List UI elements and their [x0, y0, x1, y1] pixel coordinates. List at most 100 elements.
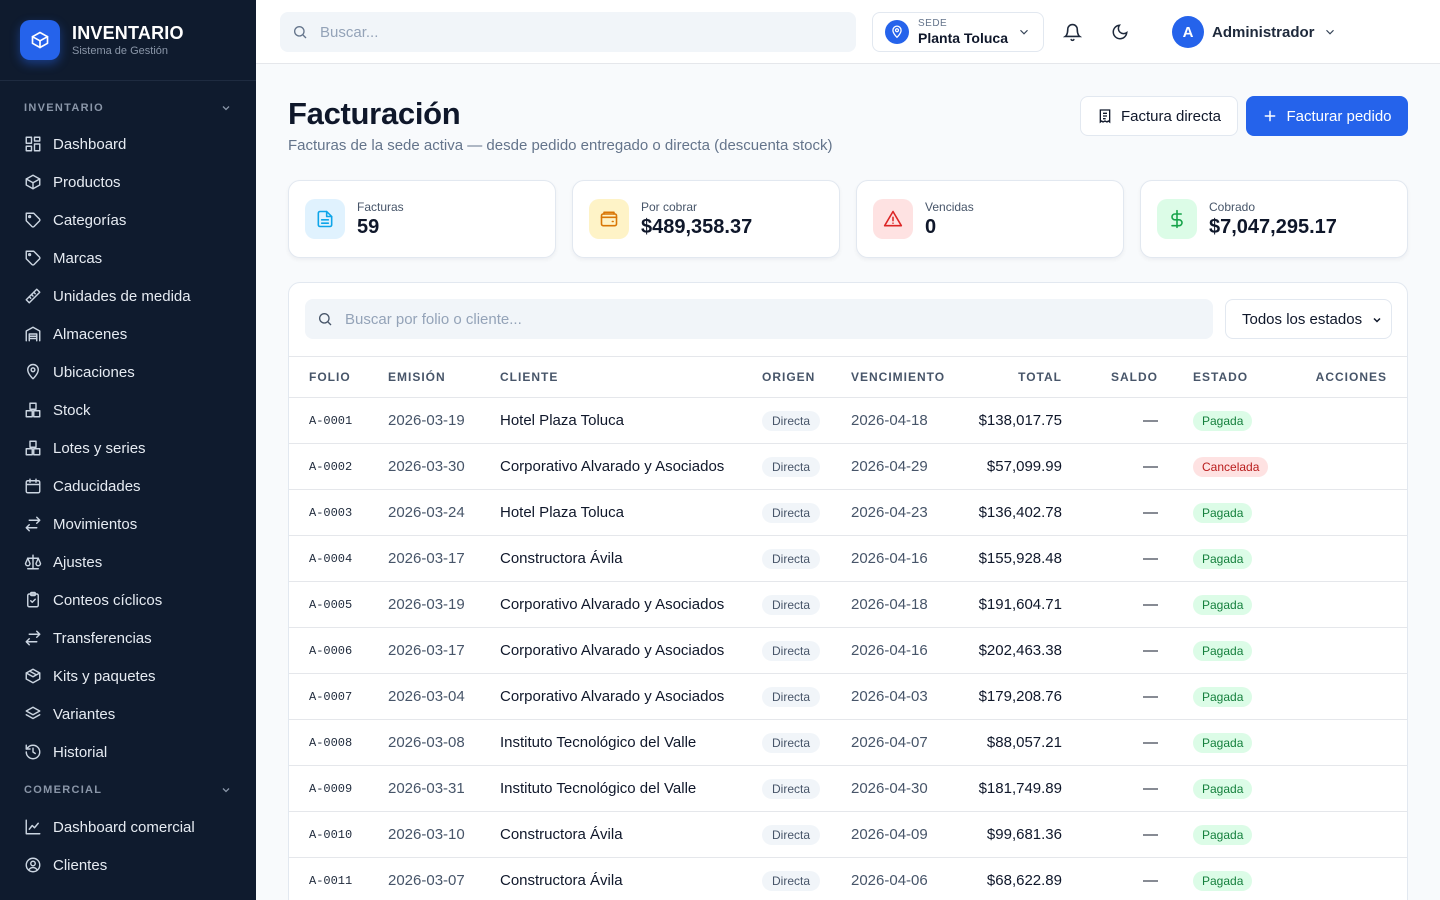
sidebar-item-categorias[interactable]: Categorías — [0, 201, 256, 239]
sidebar-item-label: Categorías — [53, 211, 127, 229]
table-row[interactable]: A-0009 2026-03-31 Instituto Tecnológico … — [289, 766, 1407, 812]
sidebar-item-marcas[interactable]: Marcas — [0, 239, 256, 277]
direct-invoice-button[interactable]: Factura directa — [1080, 96, 1238, 136]
sidebar-item-transferencias[interactable]: Transferencias — [0, 619, 256, 657]
cell-vencimiento: 2026-04-06 — [851, 872, 928, 889]
cell-folio: A-0007 — [309, 689, 353, 704]
invoice-order-button[interactable]: Facturar pedido — [1246, 96, 1408, 136]
global-search-input[interactable] — [320, 23, 820, 41]
table-row[interactable]: A-0002 2026-03-30 Corporativo Alvarado y… — [289, 444, 1407, 490]
search-icon — [294, 26, 307, 39]
user-menu[interactable]: A Administrador — [1172, 16, 1337, 48]
sidebar-item-dashboard[interactable]: Dashboard — [0, 125, 256, 163]
table-row[interactable]: A-0008 2026-03-08 Instituto Tecnológico … — [289, 720, 1407, 766]
sidebar-item-ubicaciones[interactable]: Ubicaciones — [0, 353, 256, 391]
sidebar-item-almacenes[interactable]: Almacenes — [0, 315, 256, 353]
invoice-search-input[interactable] — [345, 310, 1185, 328]
sidebar-item-label: Kits y paquetes — [53, 667, 156, 685]
cell-vencimiento: 2026-04-18 — [851, 412, 928, 429]
table-row[interactable]: A-0001 2026-03-19 Hotel Plaza Toluca Dir… — [289, 398, 1407, 444]
cell-total: $155,928.48 — [978, 550, 1062, 567]
header-folio[interactable]: FOLIO — [309, 370, 351, 384]
cell-emision: 2026-03-10 — [388, 826, 465, 843]
stat-card-facturas: Facturas 59 — [288, 180, 556, 258]
cell-origen: Directa — [762, 858, 851, 900]
table-row[interactable]: A-0005 2026-03-19 Corporativo Alvarado y… — [289, 582, 1407, 628]
header-emision[interactable]: EMISIÓN — [388, 370, 446, 384]
table-header-row: FOLIO EMISIÓN CLIENTE ORIGEN VENCIMIENTO… — [289, 356, 1407, 398]
section-comercial-label: COMERCIAL — [24, 784, 103, 796]
header-cliente[interactable]: CLIENTE — [500, 370, 559, 384]
table-row[interactable]: A-0003 2026-03-24 Hotel Plaza Toluca Dir… — [289, 490, 1407, 536]
header-total[interactable]: TOTAL — [1018, 370, 1062, 384]
cell-saldo: — — [1143, 826, 1158, 843]
sidebar-item-label: Clientes — [53, 856, 108, 874]
state-filter-select[interactable]: Todos los estados — [1225, 299, 1392, 339]
cell-origen: Directa — [762, 536, 851, 582]
brand[interactable]: INVENTARIO Sistema de Gestión — [0, 0, 256, 81]
header-saldo[interactable]: SALDO — [1111, 370, 1158, 384]
sidebar-item-label: Ajustes — [53, 553, 103, 571]
cell-origen: Directa — [762, 812, 851, 858]
sidebar-item-unidades-de-medida[interactable]: Unidades de medida — [0, 277, 256, 315]
origin-tag: Directa — [762, 686, 821, 707]
sidebar-item-lotes-y-series[interactable]: Lotes y series — [0, 429, 256, 467]
site-selector[interactable]: SEDE Planta Toluca — [872, 12, 1044, 52]
invoices-table: FOLIO EMISIÓN CLIENTE ORIGEN VENCIMIENTO… — [289, 356, 1407, 900]
header-vencimiento[interactable]: VENCIMIENTO — [851, 370, 946, 384]
sidebar-item-label: Lotes y series — [53, 439, 146, 457]
sidebar-item-kits-y-paquetes[interactable]: Kits y paquetes — [0, 657, 256, 695]
stat-icon — [589, 199, 629, 239]
sidebar-item-dashboard-comercial[interactable]: Dashboard comercial — [0, 808, 256, 846]
cell-estado: Pagada — [1158, 720, 1281, 766]
stat-card-cobrado: Cobrado $7,047,295.17 — [1140, 180, 1408, 258]
grid-icon — [25, 136, 41, 152]
state-filter-value: Todos los estados — [1242, 310, 1363, 328]
map-pin-icon — [27, 363, 39, 380]
sidebar-item-label: Historial — [53, 743, 108, 761]
sidebar-item-historial[interactable]: Historial — [0, 733, 256, 771]
cell-estado: Pagada — [1158, 582, 1281, 628]
theme-toggle-button[interactable] — [1108, 20, 1132, 44]
sidebar-item-variantes[interactable]: Variantes — [0, 695, 256, 733]
header-origen[interactable]: ORIGEN — [762, 370, 816, 384]
sidebar-item-clientes[interactable]: Clientes — [0, 846, 256, 884]
cell-emision: 2026-03-04 — [388, 688, 465, 705]
sidebar-item-label: Stock — [53, 401, 91, 419]
cell-saldo: — — [1143, 734, 1158, 751]
cell-emision: 2026-03-19 — [388, 596, 465, 613]
section-comercial-toggle[interactable]: COMERCIAL — [0, 780, 256, 800]
sidebar-item-label: Transferencias — [53, 629, 152, 647]
sidebar-item-ajustes[interactable]: Ajustes — [0, 543, 256, 581]
sidebar-item-productos[interactable]: Productos — [0, 163, 256, 201]
cell-cliente: Corporativo Alvarado y Asociados — [500, 458, 725, 475]
notifications-button[interactable] — [1060, 20, 1084, 44]
sidebar-item-movimientos[interactable]: Movimientos — [0, 505, 256, 543]
sidebar-item-stock[interactable]: Stock — [0, 391, 256, 429]
header-estado[interactable]: ESTADO — [1193, 370, 1249, 384]
cell-acciones — [1281, 398, 1407, 444]
table-row[interactable]: A-0004 2026-03-17 Constructora Ávila Dir… — [289, 536, 1407, 582]
cell-origen: Directa — [762, 398, 851, 444]
sidebar-item-label: Productos — [53, 173, 121, 191]
status-badge: Cancelada — [1193, 456, 1269, 477]
global-search[interactable] — [280, 12, 856, 52]
cell-folio: A-0011 — [309, 873, 353, 888]
section-inventario-toggle[interactable]: INVENTARIO — [0, 98, 256, 118]
cell-folio: A-0002 — [309, 459, 353, 474]
invoice-search[interactable] — [305, 299, 1213, 339]
cell-acciones — [1281, 812, 1407, 858]
table-row[interactable]: A-0011 2026-03-07 Constructora Ávila Dir… — [289, 858, 1407, 900]
sidebar-item-caducidades[interactable]: Caducidades — [0, 467, 256, 505]
origin-tag: Directa — [762, 594, 821, 615]
cell-total: $179,208.76 — [978, 688, 1062, 705]
table-row[interactable]: A-0010 2026-03-10 Constructora Ávila Dir… — [289, 812, 1407, 858]
table-row[interactable]: A-0006 2026-03-17 Corporativo Alvarado y… — [289, 628, 1407, 674]
table-row[interactable]: A-0007 2026-03-04 Corporativo Alvarado y… — [289, 674, 1407, 720]
cell-estado: Pagada — [1158, 398, 1281, 444]
origin-tag: Directa — [762, 824, 821, 845]
sidebar-item-label: Marcas — [53, 249, 103, 267]
sidebar-item-conteos-ciclicos[interactable]: Conteos cíclicos — [0, 581, 256, 619]
cell-emision: 2026-03-31 — [388, 780, 465, 797]
stat-icon — [873, 199, 913, 239]
